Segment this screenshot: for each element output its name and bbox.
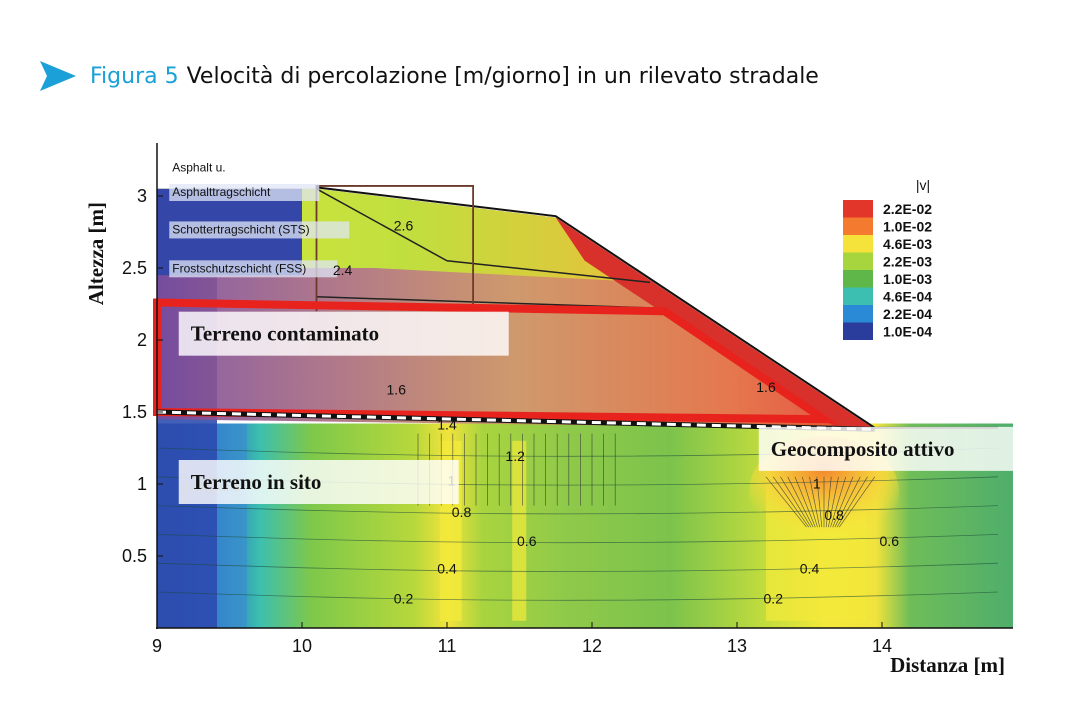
contour-label: 0.8 [452, 504, 472, 520]
x-tick-label: 12 [582, 636, 602, 656]
y-tick-label: 3 [137, 186, 147, 206]
velocity-arrow [828, 476, 839, 528]
contour-label: 0.4 [800, 560, 820, 576]
legend-swatch [843, 322, 873, 340]
velocity-arrow [801, 476, 818, 528]
contour-label: 1.6 [756, 379, 776, 395]
figure-title: Velocità di percolazione [m/giorno] in u… [186, 63, 819, 89]
figure-caption: Figura 5 Velocità di percolazione [m/gio… [38, 56, 819, 96]
yellow-band-2 [512, 440, 527, 621]
legend-swatch [843, 270, 873, 288]
caption-arrow-icon [40, 61, 76, 91]
y-tick-label: 1 [137, 474, 147, 494]
annotation-label: Geocomposito attivo [771, 437, 955, 461]
legend-label: 1.0E-04 [883, 324, 932, 340]
x-tick-label: 9 [152, 636, 162, 656]
x-tick-label: 10 [292, 636, 312, 656]
contour-label: 0.6 [517, 533, 537, 549]
layer-label-box [169, 184, 320, 201]
contour-label: 0.2 [394, 591, 414, 607]
velocity-arrow [816, 476, 823, 528]
layer-label-box [169, 260, 338, 278]
contour-label: 0.2 [764, 591, 784, 607]
legend-swatch [843, 200, 873, 218]
annotation-label: Terreno in sito [191, 470, 322, 494]
contour-label: 0.6 [880, 533, 900, 549]
legend-label: 4.6E-04 [883, 289, 932, 305]
layer-label: Frostschutzschicht (FSS) [172, 261, 306, 275]
contour-label: 0.4 [437, 560, 457, 576]
velocity-arrow [836, 476, 868, 528]
annotation-box [758, 426, 1014, 471]
layer-label: Schottertragschicht (STS) [172, 222, 309, 236]
legend-label: 1.0E-03 [883, 271, 932, 287]
velocity-arrow [832, 476, 854, 528]
layer-label-box [169, 221, 350, 239]
velocity-arrow [825, 476, 832, 528]
y-tick-label: 0.5 [122, 546, 147, 566]
layer-label: Asphalt u. [172, 161, 225, 175]
y-tick-label: 2.5 [122, 258, 147, 278]
contour-line [156, 505, 999, 515]
velocity-arrows [417, 433, 876, 528]
contour-line [156, 591, 999, 601]
x-tick-label: 14 [872, 636, 892, 656]
y-axis-label: Altezza [m] [84, 202, 108, 305]
contour-label: 1.6 [387, 382, 407, 398]
legend-swatch [843, 217, 873, 235]
contour-label: 0.8 [824, 507, 844, 523]
contour-label: 1.2 [505, 448, 525, 464]
x-tick-label: 11 [438, 636, 457, 656]
velocity-arrow [834, 476, 861, 528]
velocity-arrow [765, 476, 807, 528]
legend-swatch [843, 235, 873, 253]
legend-label: 2.2E-02 [883, 201, 932, 217]
annotation-box [178, 460, 459, 504]
legend-label: 2.2E-04 [883, 306, 932, 322]
legend-swatch [843, 252, 873, 270]
x-tick-label: 13 [727, 636, 747, 656]
contour-label: 2.6 [394, 218, 414, 234]
contour-line [156, 562, 999, 572]
legend-label: 2.2E-03 [883, 254, 932, 270]
legend-label: 4.6E-03 [883, 236, 932, 252]
section-bracket [315, 185, 475, 312]
velocity-arrow [830, 476, 847, 528]
layer-boundary-1 [316, 188, 651, 284]
y-tick-label: 2 [137, 330, 147, 350]
legend-label: 1.0E-02 [883, 219, 932, 235]
interface-line-base [156, 409, 875, 432]
x-axis-label: Distanza [m] [890, 653, 1005, 677]
y-tick-label: 1.5 [122, 402, 147, 422]
velocity-arrow [787, 476, 814, 528]
annotation-label: Terreno contaminato [191, 322, 379, 346]
legend-swatch [843, 305, 873, 323]
velocity-arrow [772, 476, 810, 528]
legend: |v| 2.2E-02 1.0E-024.6E-03 2.2E-031.0E-03 4.… [843, 177, 932, 340]
figure-number: Figura 5 [90, 63, 179, 89]
legend-swatch [843, 287, 873, 305]
velocity-arrow [780, 476, 812, 528]
legend-title: |v| [916, 177, 930, 193]
velocity-arrow [809, 476, 820, 528]
layer-label: Asphalttragschicht [172, 185, 271, 199]
contour-label: 2.4 [333, 262, 353, 278]
velocity-arrow [838, 476, 876, 528]
left-transition-zone [217, 423, 247, 628]
contour-label: 1 [813, 475, 821, 491]
annotation-box [178, 311, 509, 356]
contour-line [156, 534, 999, 544]
contour-label: 1.4 [437, 416, 457, 432]
slope-red-band [555, 217, 875, 430]
velocity-arrow [794, 476, 816, 528]
